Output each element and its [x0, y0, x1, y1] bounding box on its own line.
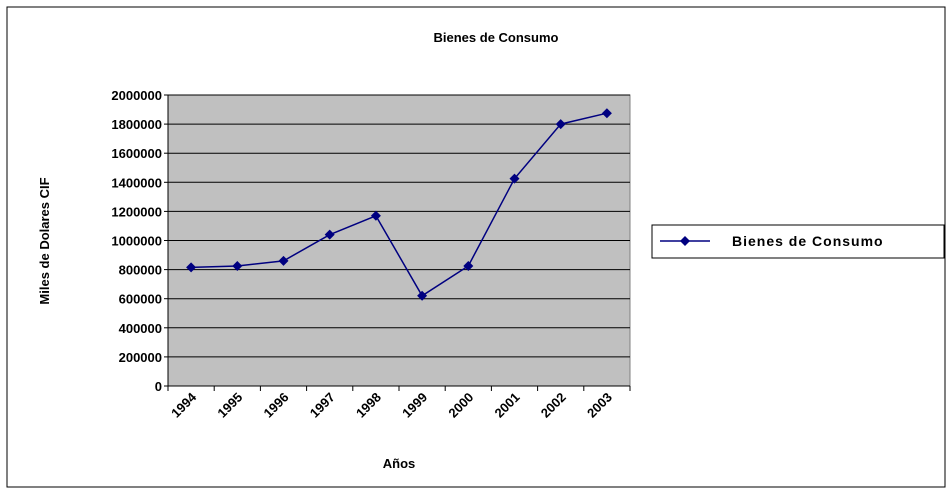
data-point: [232, 260, 243, 271]
data-point: [278, 255, 289, 266]
y-tick-label: 1600000: [111, 146, 162, 161]
y-tick-label: 0: [155, 379, 162, 394]
data-point: [324, 229, 335, 240]
legend-marker: [680, 236, 690, 246]
x-axis-label: Años: [383, 456, 416, 471]
y-tick-label: 1000000: [111, 234, 162, 249]
data-point: [417, 290, 428, 301]
y-tick-label: 800000: [119, 263, 162, 278]
series-line: [191, 112, 608, 297]
data-point: [509, 173, 520, 184]
data-point: [463, 260, 474, 271]
y-tick-label: 600000: [119, 292, 162, 307]
y-tick-label: 1400000: [111, 175, 162, 190]
y-tick-label: 1200000: [111, 204, 162, 219]
y-tick-label: 1800000: [111, 117, 162, 132]
data-point: [601, 108, 612, 119]
data-point: [370, 210, 381, 221]
legend-label: Bienes de Consumo: [732, 233, 884, 249]
y-tick-label: 200000: [119, 350, 162, 365]
y-axis-label: Miles de Dolares CIF: [37, 177, 52, 304]
y-tick-label: 400000: [119, 321, 162, 336]
y-tick-label: 2000000: [111, 88, 162, 103]
data-point: [555, 119, 566, 130]
data-point: [186, 262, 197, 273]
chart-title: Bienes de Consumo: [434, 30, 559, 45]
